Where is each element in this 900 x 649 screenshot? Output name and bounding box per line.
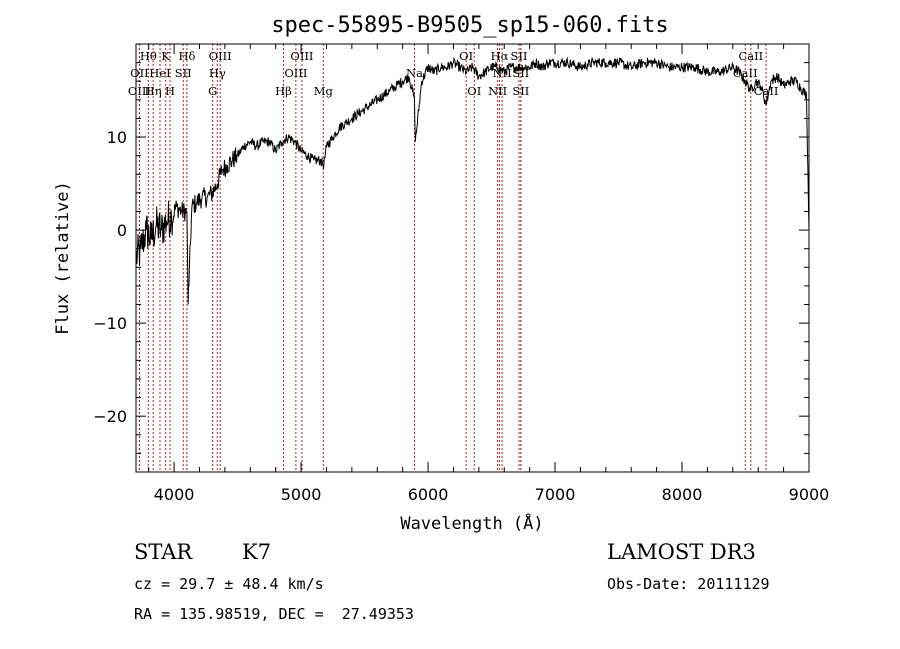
y-tick-label-2: 0: [117, 221, 127, 240]
line-label-18: OIII: [128, 84, 151, 98]
line-label-21: G: [208, 84, 217, 98]
series-line-0: [135, 56, 810, 305]
y-axis-ticks: −20 −10 0 10: [93, 62, 809, 454]
line-label-25: NII: [488, 84, 507, 98]
x-tick-label-2: 6000: [408, 485, 449, 504]
x-axis-ticks: 4000 5000 6000 7000 8000 9000: [148, 44, 830, 504]
chart-title: spec-55895-B9505_sp15-060.fits: [271, 13, 668, 38]
line-label-12: Hγ: [209, 66, 226, 80]
line-label-0: Hθ: [140, 49, 157, 63]
x-tick-label-1: 5000: [281, 485, 322, 504]
line-label-23: Mg: [314, 84, 334, 98]
y-tick-label-1: −10: [93, 314, 127, 333]
x-axis-label: Wavelength (Å): [400, 512, 543, 534]
series-layer: [135, 56, 810, 305]
line-label-19: Hη: [145, 84, 162, 98]
line-label-13: OIII: [284, 66, 307, 80]
x-tick-label-5: 9000: [789, 485, 830, 504]
line-label-2: Hδ: [178, 49, 195, 63]
line-label-24: OI: [467, 84, 481, 98]
y-tick-label-3: 10: [107, 128, 127, 147]
line-label-5: OI: [459, 49, 473, 63]
survey-name: LAMOST DR3: [607, 540, 756, 564]
line-label-6: Hα: [491, 49, 509, 63]
line-label-20: H: [165, 84, 175, 98]
line-label-11: SII: [175, 66, 192, 80]
observation-date: Obs-Date: 20111129: [607, 575, 770, 593]
x-tick-label-4: 8000: [662, 485, 703, 504]
object-class: STAR: [134, 540, 193, 564]
line-label-9: OII: [130, 66, 149, 80]
line-label-22: Hβ: [275, 84, 292, 98]
redshift-cz: cz = 29.7 ± 48.4 km/s: [134, 575, 324, 593]
line-label-3: OIII: [209, 49, 232, 63]
line-label-8: CaII: [738, 49, 763, 63]
line-label-7: SII: [510, 49, 527, 63]
x-tick-label-0: 4000: [154, 485, 195, 504]
object-subclass: K7: [242, 540, 271, 564]
spectral-line-markers: [138, 44, 767, 472]
line-label-10: HeI: [149, 66, 170, 80]
line-label-26: SII: [512, 84, 529, 98]
y-tick-label-0: −20: [93, 407, 127, 426]
y-axis-label: Flux (relative): [53, 181, 73, 335]
coordinates: RA = 135.98519, DEC = 27.49353: [134, 605, 414, 623]
plot-frame: [135, 43, 810, 473]
line-label-1: K: [161, 49, 170, 63]
x-tick-label-3: 7000: [535, 485, 576, 504]
line-label-4: OIII: [290, 49, 313, 63]
line-label-14: Na: [406, 66, 423, 80]
